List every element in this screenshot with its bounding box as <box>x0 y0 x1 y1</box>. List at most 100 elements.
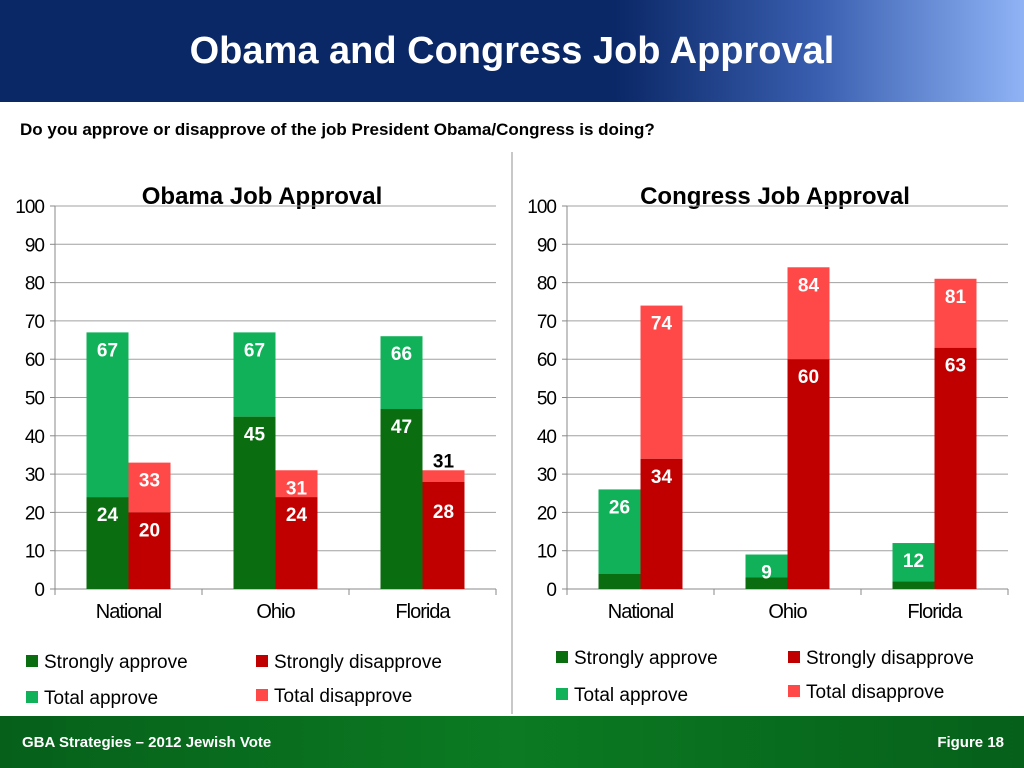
legend-label: Total approve <box>44 688 159 709</box>
y-tick-label: 70 <box>25 312 45 333</box>
legend-strongly-approve: Strongly approve <box>556 648 718 670</box>
bar-strongly-approve <box>598 573 641 589</box>
y-tick-label: 70 <box>537 312 557 333</box>
data-label-total-approve: 67 <box>244 340 265 361</box>
y-tick-label: 50 <box>25 389 45 410</box>
bar-total-disapprove <box>787 267 830 360</box>
bar-strongly-disapprove <box>934 347 977 589</box>
bar-strongly-disapprove <box>275 497 318 589</box>
y-tick-label: 20 <box>537 503 557 524</box>
data-label-total-disapprove: 84 <box>798 275 820 296</box>
bar-total-approve <box>892 543 935 582</box>
y-tick-label: 100 <box>527 197 556 218</box>
legend-swatch <box>26 654 38 667</box>
y-tick-label: 90 <box>25 235 45 256</box>
bar-total-approve <box>380 336 423 409</box>
y-tick-label: 40 <box>537 427 557 448</box>
bar-strongly-disapprove <box>787 359 830 589</box>
data-label-strongly-approve: 45 <box>244 425 266 446</box>
bar-strongly-approve <box>86 497 129 589</box>
y-tick-label: 90 <box>537 235 557 256</box>
legend-swatch <box>788 684 800 697</box>
obama-approval-chart: Obama Job Approval0102030405060708090100… <box>15 183 497 623</box>
data-label-strongly-disapprove: 20 <box>139 520 160 541</box>
legend-label: Strongly disapprove <box>806 648 974 669</box>
data-label-total-disapprove: 81 <box>945 287 967 308</box>
data-label-strongly-approve: 24 <box>97 505 119 526</box>
bar-strongly-approve <box>745 577 788 589</box>
data-label-strongly-approve: 47 <box>391 417 412 438</box>
bar-strongly-approve <box>892 581 935 589</box>
data-label-total-approve: 66 <box>391 344 412 365</box>
y-tick-label: 80 <box>25 274 45 295</box>
bar-total-approve <box>598 489 641 574</box>
legend-total-disapprove: Total disapprove <box>256 686 412 708</box>
bar-total-approve <box>745 554 788 578</box>
footer-bar: GBA Strategies – 2012 Jewish Vote Figure… <box>0 716 1024 768</box>
data-label-strongly-disapprove: 34 <box>651 467 673 488</box>
legend-label: Strongly approve <box>44 652 188 673</box>
legend-total-approve: Total approve <box>556 685 688 707</box>
bar-strongly-disapprove <box>422 481 465 589</box>
x-tick-label: National <box>608 601 674 623</box>
bar-strongly-disapprove <box>128 512 171 589</box>
legend-label: Total disapprove <box>274 686 413 707</box>
data-label-strongly-disapprove: 63 <box>945 356 966 377</box>
bar-total-disapprove <box>934 278 977 348</box>
legend-strongly-disapprove: Strongly disapprove <box>788 648 974 670</box>
y-tick-label: 40 <box>25 427 45 448</box>
legend-label: Total approve <box>574 685 689 706</box>
legend-label: Total disapprove <box>806 682 945 703</box>
y-tick-label: 10 <box>25 542 45 563</box>
legend-total-disapprove: Total disapprove <box>788 682 944 704</box>
y-tick-label: 60 <box>25 350 45 371</box>
data-label-total-disapprove: 74 <box>651 314 673 335</box>
y-tick-label: 10 <box>537 542 557 563</box>
congress-approval-chart: Congress Job Approval0102030405060708090… <box>527 183 1009 623</box>
y-tick-label: 30 <box>537 465 557 486</box>
data-label-total-disapprove: 31 <box>433 451 455 472</box>
bar-total-approve <box>233 332 276 417</box>
legend-swatch <box>556 650 568 663</box>
bar-total-disapprove <box>640 305 683 459</box>
data-label-total-disapprove: 33 <box>139 471 160 492</box>
bar-total-disapprove <box>422 470 465 482</box>
data-label-strongly-disapprove: 28 <box>433 502 454 523</box>
legend-strongly-disapprove: Strongly disapprove <box>256 652 442 674</box>
page-title: Obama and Congress Job Approval <box>189 30 835 72</box>
x-tick-label: Florida <box>907 601 963 623</box>
y-tick-label: 0 <box>546 580 556 601</box>
y-tick-label: 20 <box>25 503 45 524</box>
footer-source: GBA Strategies – 2012 Jewish Vote <box>22 734 272 751</box>
legend-label: Strongly approve <box>574 648 718 669</box>
bar-strongly-approve <box>380 408 423 589</box>
charts-canvas: Obama Job Approval0102030405060708090100… <box>15 183 1009 623</box>
data-label-strongly-disapprove: 24 <box>286 505 308 526</box>
panel-divider <box>511 152 513 714</box>
x-tick-label: Ohio <box>256 601 295 623</box>
header-banner: Obama and Congress Job Approval <box>0 0 1024 102</box>
x-tick-label: National <box>96 601 162 623</box>
legend-swatch <box>256 654 268 667</box>
legend-total-approve: Total approve <box>26 688 158 710</box>
y-tick-label: 60 <box>537 350 557 371</box>
x-tick-label: Ohio <box>768 601 807 623</box>
legend-swatch <box>26 690 38 703</box>
figure-number: Figure 18 <box>937 734 1004 751</box>
legend-strongly-approve: Strongly approve <box>26 652 188 674</box>
data-label-strongly-disapprove: 60 <box>798 367 819 388</box>
legend-swatch <box>556 687 568 700</box>
legend-swatch <box>788 650 800 663</box>
data-label-total-approve: 9 <box>761 563 772 584</box>
y-tick-label: 30 <box>25 465 45 486</box>
bar-total-disapprove <box>128 462 171 513</box>
y-tick-label: 50 <box>537 389 557 410</box>
x-tick-label: Florida <box>395 601 451 623</box>
y-tick-label: 100 <box>15 197 44 218</box>
y-tick-label: 0 <box>34 580 44 601</box>
data-label-total-approve: 12 <box>903 551 924 572</box>
bar-strongly-approve <box>233 416 276 589</box>
data-label-total-disapprove: 31 <box>286 478 308 499</box>
legend-swatch <box>256 688 268 701</box>
legend-label: Strongly disapprove <box>274 652 442 673</box>
